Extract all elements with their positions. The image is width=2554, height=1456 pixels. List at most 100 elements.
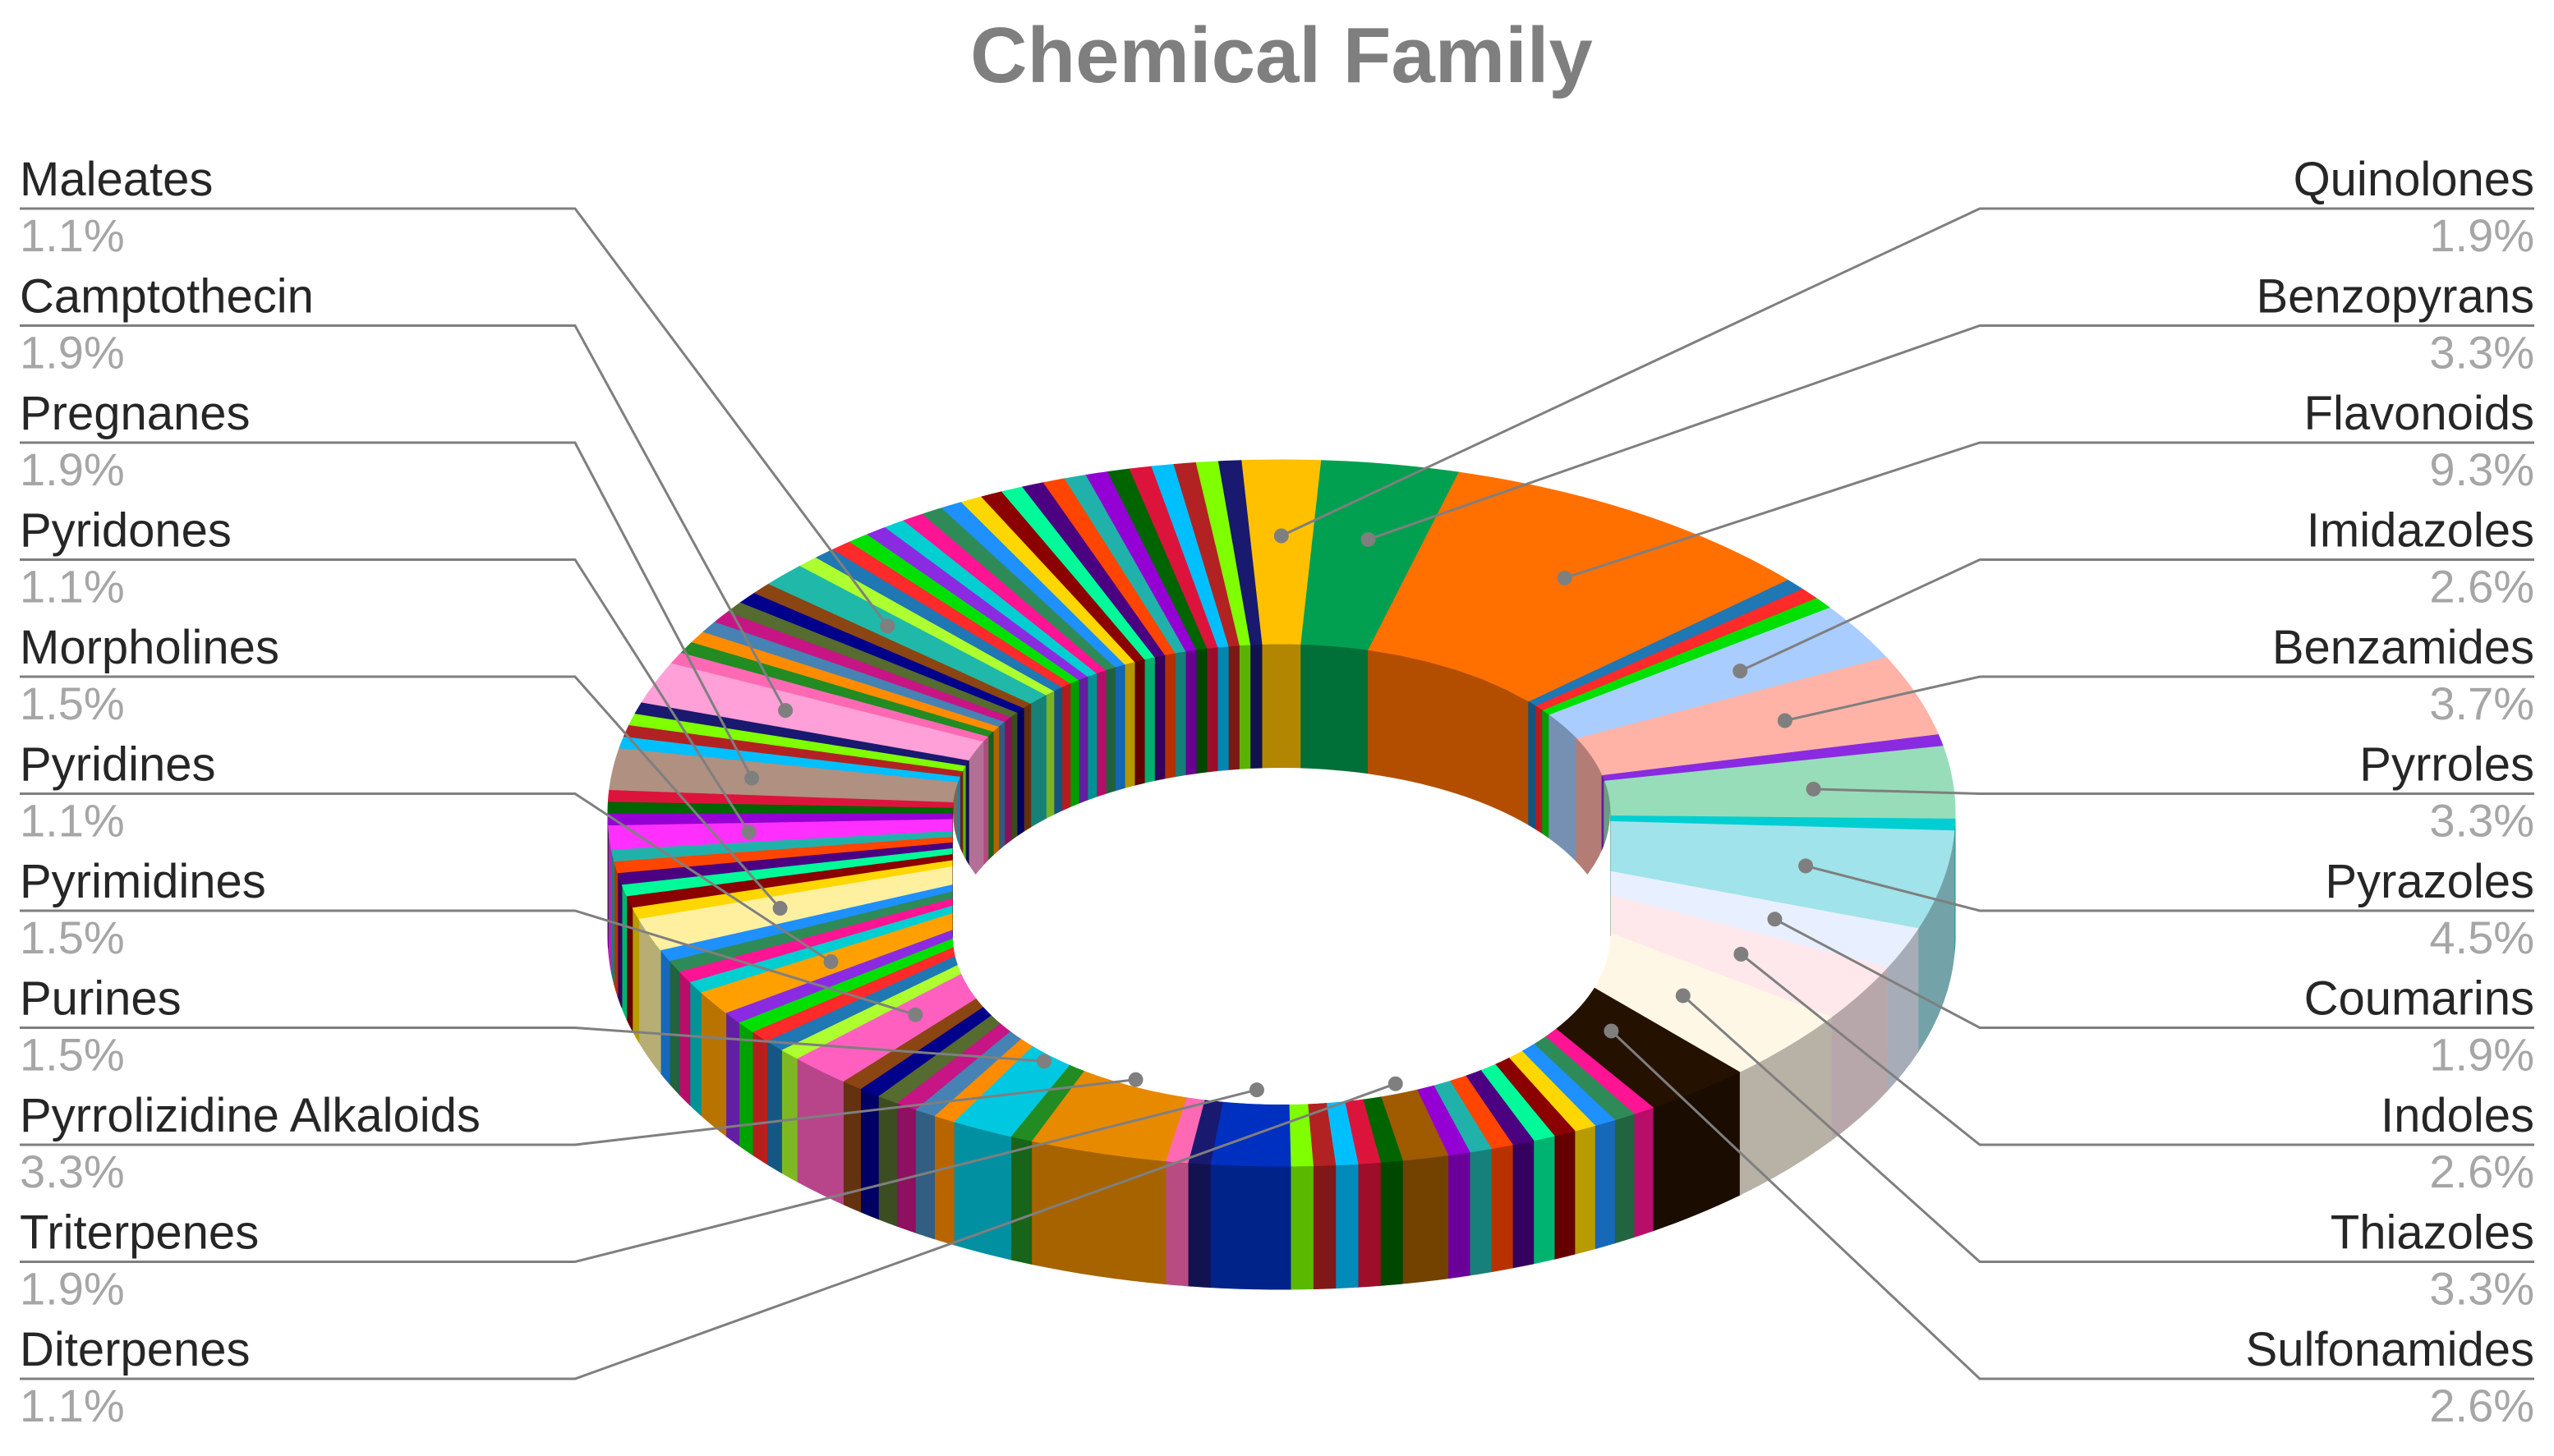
leader-line <box>20 1027 1045 1063</box>
hole-wall <box>1300 644 1369 774</box>
leader-dot <box>1675 988 1691 1004</box>
slice-wall <box>1490 1144 1513 1273</box>
hole-wall <box>1134 659 1146 787</box>
slice-wall <box>1031 1140 1167 1285</box>
hole-wall <box>1261 644 1302 769</box>
leader-dot <box>778 703 794 719</box>
leader-dot <box>772 901 788 916</box>
label-name: Imidazoles <box>2307 504 2534 558</box>
hole-wall <box>1054 687 1064 815</box>
hole-wall <box>1031 694 1047 828</box>
label-name: Purines <box>20 972 182 1026</box>
hole-wall <box>1528 700 1536 831</box>
label-name: Maleates <box>20 153 213 206</box>
label-percent: 3.3% <box>2429 795 2534 847</box>
leader-lines <box>20 207 2534 1380</box>
leader-dot <box>1249 1082 1264 1098</box>
label-percent: 1.1% <box>20 795 125 847</box>
label-name: Diterpenes <box>20 1323 250 1376</box>
doughnut-bottom-walls <box>607 813 1956 1290</box>
slice-wall <box>860 1087 879 1220</box>
hole-wall <box>1228 645 1240 771</box>
leader-line <box>1281 207 2534 537</box>
slice-wall <box>1613 1113 1635 1244</box>
leader-dot <box>1806 781 1821 797</box>
slice-wall <box>1187 1162 1211 1288</box>
chart-title: Chemical Family <box>970 11 1593 99</box>
label-percent: 1.9% <box>2429 209 2534 261</box>
label-percent: 1.9% <box>20 443 125 495</box>
leader-dot <box>1767 912 1783 927</box>
hole-mask <box>953 813 1610 1105</box>
doughnut-inner-walls <box>952 644 1611 1105</box>
label-percent: 1.1% <box>20 209 125 261</box>
slice-wall <box>1447 1151 1470 1279</box>
hole-wall <box>988 730 995 861</box>
label-percent: 3.3% <box>2429 1263 2534 1315</box>
leader-line <box>20 1088 1258 1263</box>
leader-line <box>1740 953 2534 1146</box>
label-percent: 2.6% <box>2429 1380 2534 1431</box>
leader-line <box>20 441 753 779</box>
hole-wall <box>1088 673 1098 801</box>
label-percent: 2.6% <box>2429 1146 2534 1197</box>
slice-wall <box>933 1114 955 1246</box>
slice-labels: Maleates1.1%Camptothecin1.9%Pregnanes1.9… <box>20 153 2534 1431</box>
leader-dot <box>908 1007 923 1022</box>
label-name: Coumarins <box>2304 972 2534 1026</box>
hole-wall <box>1079 676 1089 805</box>
hole-wall <box>1207 647 1219 773</box>
hole-wall <box>1196 648 1208 774</box>
hole-wall <box>1046 690 1056 820</box>
label-name: Pyrazoles <box>2325 855 2534 908</box>
slice-wall <box>1357 1161 1381 1288</box>
label-percent: 1.9% <box>2429 1029 2534 1081</box>
label-percent: 1.1% <box>20 561 125 613</box>
leader-dot <box>1604 1023 1619 1039</box>
leader-dot <box>1273 528 1289 544</box>
slice-wall <box>1209 1164 1291 1290</box>
leader-line <box>1564 441 2534 580</box>
label-name: Benzopyrans <box>2256 270 2534 324</box>
slice-wall <box>1290 1165 1314 1290</box>
leader-line <box>20 324 787 711</box>
hole-wall <box>969 740 985 885</box>
leader-line <box>20 675 781 910</box>
leader-dot <box>1777 713 1792 728</box>
leader-line <box>20 207 889 627</box>
slice-wall <box>617 872 623 1008</box>
label-name: Pyrroles <box>2359 738 2534 792</box>
slice-wall <box>1312 1164 1337 1290</box>
label-percent: 3.3% <box>20 1146 125 1197</box>
hole-wall <box>1097 669 1107 797</box>
slice-wall <box>614 861 619 996</box>
hole-wall <box>1017 707 1025 837</box>
hole-wall <box>1165 653 1176 779</box>
slice-wall <box>739 1021 753 1156</box>
label-percent: 4.5% <box>2429 912 2534 963</box>
slice-wall <box>700 990 727 1137</box>
label-name: Indoles <box>2381 1089 2534 1142</box>
label-percent: 1.5% <box>20 1029 125 1081</box>
label-percent: 1.9% <box>20 327 125 379</box>
slice-wall <box>689 981 702 1117</box>
slice-wall <box>1553 1130 1576 1260</box>
label-percent: 1.5% <box>20 677 125 729</box>
leader-dot <box>1128 1072 1144 1087</box>
hole-wall <box>993 725 1001 856</box>
leader-dot <box>1733 946 1749 962</box>
label-name: Pregnanes <box>20 387 251 440</box>
leader-line <box>1805 864 2534 912</box>
hole-wall <box>1250 644 1263 769</box>
leader-line <box>1739 558 2534 673</box>
slice-wall <box>1533 1135 1555 1265</box>
label-name: Thiazoles <box>2331 1206 2534 1260</box>
hole-wall <box>1024 703 1033 833</box>
label-percent: 2.6% <box>2429 561 2534 613</box>
leader-dot <box>823 954 839 970</box>
label-percent: 3.7% <box>2429 677 2534 729</box>
hole-wall <box>1154 655 1167 782</box>
slice-wall <box>796 1057 844 1206</box>
label-name: Triterpenes <box>20 1206 259 1260</box>
